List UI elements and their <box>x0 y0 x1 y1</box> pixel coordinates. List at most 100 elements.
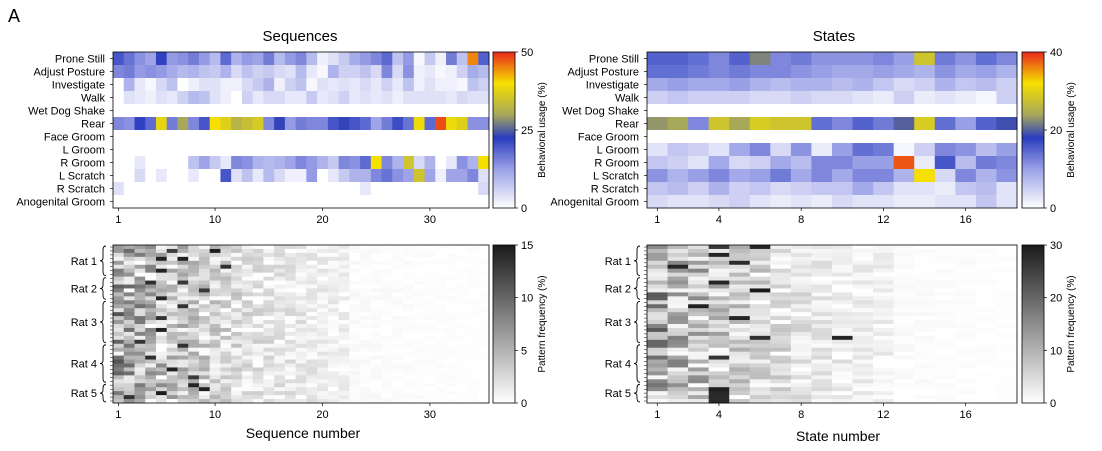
heat-cell <box>934 117 956 131</box>
freq-cell <box>975 248 997 254</box>
heat-cell <box>113 65 125 79</box>
freq-cell <box>284 395 297 400</box>
heat-cell <box>274 169 286 183</box>
freq-cell <box>996 379 1018 384</box>
freq-cell <box>231 284 243 289</box>
heat-cell <box>241 143 254 157</box>
freq-cell <box>446 296 458 301</box>
heat-cell <box>996 182 1018 196</box>
freq-cell <box>198 335 211 341</box>
heat-cell <box>749 130 771 144</box>
freq-cell <box>155 312 168 317</box>
freq-cell <box>478 343 490 349</box>
freq-cell <box>252 379 264 384</box>
freq-cell <box>349 300 361 305</box>
heat-cell <box>749 117 771 131</box>
freq-cell <box>295 292 307 297</box>
heat-cell <box>381 65 393 79</box>
freq-cell <box>155 280 168 285</box>
heat-cell <box>284 52 297 66</box>
freq-cell <box>360 288 372 293</box>
freq-cell <box>729 276 751 281</box>
freq-cell <box>852 276 874 281</box>
heat-cell <box>274 104 286 118</box>
freq-cell <box>166 331 178 337</box>
freq-cell <box>220 335 232 341</box>
heat-cell <box>370 91 382 105</box>
heat-cell <box>338 143 350 157</box>
freq-cell <box>274 327 286 333</box>
heat-cell <box>284 91 297 105</box>
freq-cell <box>667 292 689 297</box>
heat-cell <box>688 52 710 66</box>
heat-cell <box>145 104 157 118</box>
freq-cell <box>446 339 458 345</box>
freq-cell <box>403 363 415 368</box>
freq-cell <box>893 292 915 297</box>
freq-cell <box>349 343 361 349</box>
freq-cell <box>446 375 458 380</box>
freq-cell <box>688 292 710 297</box>
heat-cell <box>306 130 318 144</box>
heat-cell <box>306 182 318 196</box>
freq-cell <box>435 308 447 313</box>
freq-cell <box>198 359 211 364</box>
freq-cell <box>478 327 490 333</box>
heat-cell <box>749 104 771 118</box>
freq-cell <box>263 331 275 337</box>
freq-cell <box>349 335 361 341</box>
freq-cell <box>413 248 425 254</box>
freq-cell <box>295 268 307 274</box>
heat-cell <box>667 195 689 209</box>
heat-cell <box>220 52 232 66</box>
heat-cell <box>209 182 221 196</box>
freq-cell <box>832 351 853 356</box>
freq-cell <box>306 339 318 345</box>
heat-cell <box>934 104 956 118</box>
freq-cell <box>852 347 874 353</box>
heat-cell <box>811 143 833 157</box>
freq-cell <box>338 327 350 333</box>
freq-cell <box>317 272 329 277</box>
freq-cell <box>134 339 146 345</box>
freq-cell <box>729 268 751 274</box>
freq-cell <box>317 355 329 360</box>
freq-cell <box>914 308 936 313</box>
freq-cell <box>893 268 915 274</box>
heat-cell <box>975 104 997 118</box>
freq-cell <box>667 379 689 384</box>
freq-cell <box>934 355 956 360</box>
freq-cell <box>306 296 318 301</box>
freq-cell <box>975 304 997 309</box>
freq-cell <box>852 252 874 258</box>
freq-cell <box>155 272 168 277</box>
freq-cell <box>790 304 812 309</box>
freq-cell <box>360 316 372 321</box>
freq-cell <box>134 387 146 392</box>
heat-cell <box>123 78 135 92</box>
freq-cell <box>392 327 404 333</box>
freq-cell <box>252 276 264 281</box>
freq-cell <box>338 331 350 337</box>
freq-cell <box>360 280 372 285</box>
freq-cell <box>478 272 490 277</box>
heat-cell <box>893 117 915 131</box>
freq-cell <box>220 383 232 388</box>
rat-label: Rat 4 <box>71 359 97 371</box>
freq-cell <box>478 331 490 337</box>
heat-cell <box>392 104 404 118</box>
freq-cell <box>478 268 490 274</box>
heat-cell <box>729 52 751 66</box>
freq-cell <box>467 308 479 313</box>
freq-cell <box>241 363 254 368</box>
freq-cell <box>996 391 1018 396</box>
freq-cell <box>467 395 479 400</box>
freq-cell <box>392 312 404 317</box>
freq-cell <box>424 367 436 372</box>
freq-cell <box>155 252 168 258</box>
freq-cell <box>392 363 404 368</box>
heat-cell <box>327 143 339 157</box>
freq-cell <box>424 371 436 376</box>
freq-cell <box>852 245 874 250</box>
